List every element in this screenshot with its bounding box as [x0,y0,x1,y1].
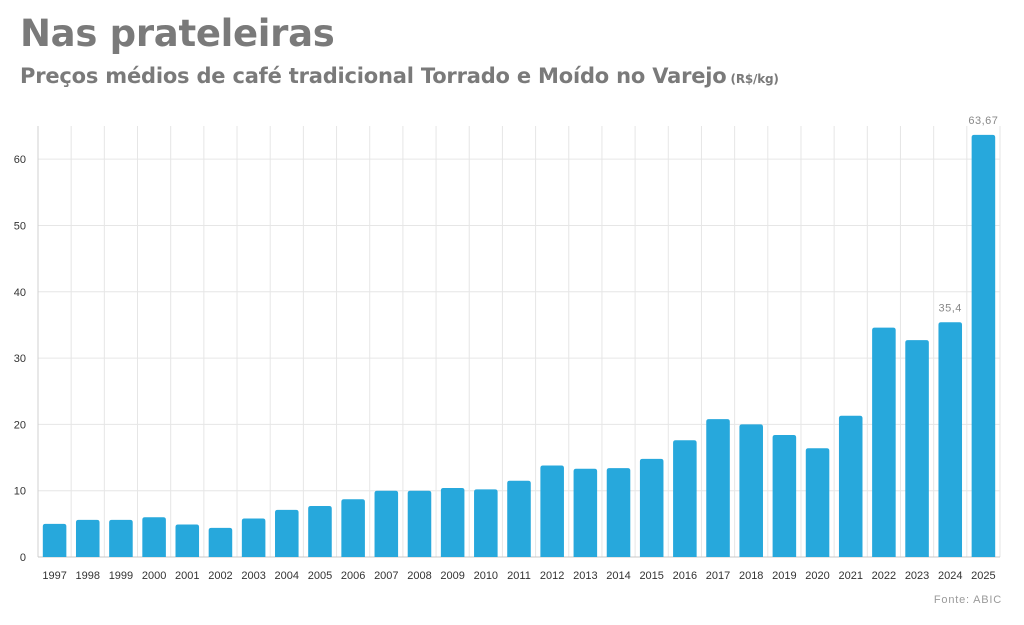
y-tick-label: 20 [14,419,26,431]
bar-2004 [275,509,299,557]
x-tick-label: 2013 [573,570,597,582]
y-tick-label: 0 [20,552,26,564]
chart-title: Nas prateleiras [20,12,335,55]
x-tick-label: 1999 [109,570,133,582]
bar-2000 [142,517,166,557]
x-tick-label: 2021 [838,570,862,582]
bar-2014 [606,468,631,557]
x-tick-label: 2022 [872,570,896,582]
bar-2003 [241,518,266,557]
chart-subtitle: Preços médios de café tradicional Torrad… [20,64,779,88]
bar-2017 [706,419,730,557]
x-tick-label: 2005 [308,570,332,582]
bar-2005 [308,505,332,557]
bar-2013 [573,468,598,557]
x-tick-label: 2015 [639,570,663,582]
x-tick-label: 2003 [241,570,265,582]
bar-1999 [109,519,133,557]
unit-label: (R$/kg) [730,72,779,86]
bar-2006 [341,499,365,557]
x-tick-label: 2006 [341,570,365,582]
x-tick-label: 1997 [42,570,66,582]
data-label-2024: 35,4 [939,302,962,314]
source-note: Fonte: ABIC [933,594,1002,606]
x-tick-label: 2002 [208,570,232,582]
bar-2002 [208,527,233,557]
bar-2023 [905,340,929,557]
bar-2020 [805,448,830,557]
x-tick-label: 2016 [673,570,697,582]
x-tick-label: 2011 [507,570,531,582]
bar-2008 [407,490,432,557]
y-tick-label: 50 [14,220,26,232]
bar-2024 [938,322,963,557]
bar-1997 [42,523,67,557]
x-tick-label: 2001 [175,570,199,582]
x-tick-label: 2018 [739,570,763,582]
x-tick-label: 2024 [938,570,962,582]
bar-2012 [540,465,564,557]
bar-1998 [75,519,100,557]
x-tick-label: 2023 [905,570,929,582]
x-tick-label: 2007 [374,570,398,582]
bar-2015 [639,458,664,557]
bar-2010 [474,489,498,557]
x-tick-label: 2014 [606,570,630,582]
x-tick-label: 2004 [275,570,299,582]
x-tick-label: 2020 [805,570,829,582]
bar-2019 [772,434,797,557]
bar-2018 [739,424,763,557]
bar-2009 [440,488,465,557]
bar-2021 [838,415,863,557]
bar-2007 [374,490,399,557]
x-tick-label: 2008 [407,570,431,582]
y-tick-label: 10 [14,486,26,498]
bar-2022 [872,327,896,557]
y-tick-label: 60 [14,154,26,166]
subtitle-text: Preços médios de café tradicional Torrad… [20,64,727,88]
x-tick-label: 2009 [440,570,464,582]
x-tick-label: 2000 [142,570,166,582]
x-tick-label: 2019 [772,570,796,582]
x-tick-label: 2017 [706,570,730,582]
bar-2016 [673,440,697,557]
bar-2025 [971,134,996,558]
x-tick-label: 2012 [540,570,564,582]
x-tick-label: 2010 [474,570,498,582]
x-tick-label: 1998 [76,570,100,582]
x-tick-label: 2025 [971,570,995,582]
data-label-2025: 63,67 [968,115,998,127]
y-tick-label: 30 [14,353,26,365]
bar-2011 [507,480,531,557]
bar-2001 [175,524,200,557]
y-tick-label: 40 [14,287,26,299]
